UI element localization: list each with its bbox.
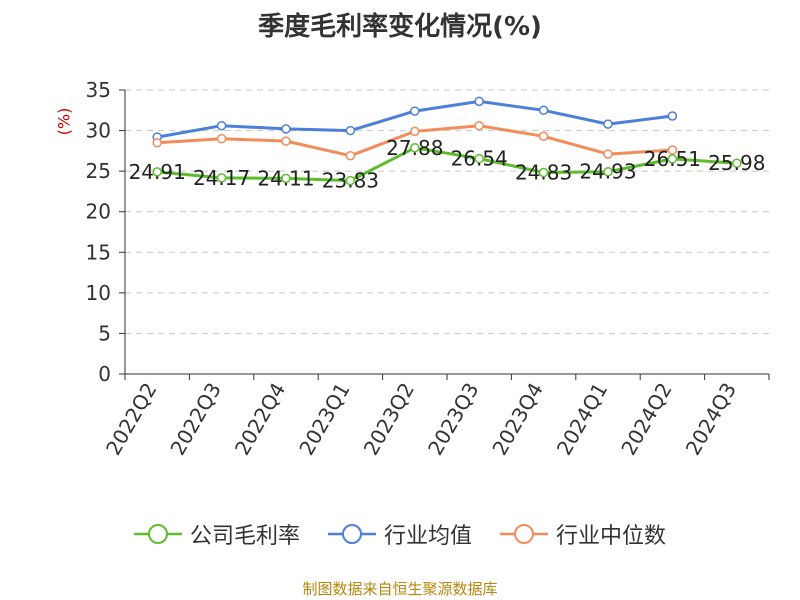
data-point [474, 120, 484, 131]
data-point [216, 133, 227, 144]
y-tick-label: 15 [86, 240, 111, 264]
x-tick-label: 2023Q1 [294, 379, 354, 460]
data-point [474, 96, 484, 107]
data-point [345, 125, 356, 136]
data-label: 24.93 [579, 160, 636, 184]
data-point [474, 153, 484, 164]
legend-label: 公司毛利率 [189, 524, 300, 549]
x-tick-label: 2022Q4 [230, 379, 290, 460]
data-label: 23.83 [322, 169, 379, 193]
data-label: 24.17 [193, 166, 250, 190]
data-point [603, 166, 613, 177]
y-tick-label: 20 [86, 200, 111, 224]
data-point [216, 173, 227, 183]
x-tick-labels: 2022Q2 2022Q3 2022Q4 2023Q1 2023Q2 2023Q3 2023… [101, 379, 741, 460]
x-tick-label: 2023Q4 [487, 379, 547, 460]
x-tick-label: 2024Q2 [616, 379, 676, 460]
legend: 公司毛利率 行业均值 行业中位数 [0, 518, 800, 550]
series-line [157, 146, 737, 183]
x-tick-label: 2024Q1 [552, 379, 612, 460]
grid-lines [125, 89, 769, 334]
data-label: 24.91 [129, 160, 186, 184]
legend-marker [133, 524, 182, 544]
data-point [216, 120, 227, 131]
y-tick-label: 5 [98, 321, 111, 345]
x-tick-label: 2023Q3 [423, 379, 483, 460]
data-point [410, 143, 420, 153]
data-point [538, 105, 549, 116]
data-point [603, 119, 613, 129]
data-label: 24.11 [257, 166, 314, 190]
data-point [667, 111, 678, 121]
y-tick-label: 35 [86, 78, 111, 102]
data-label: 26.51 [644, 147, 701, 171]
legend-item[interactable]: 公司毛利率 [133, 518, 300, 550]
data-label: 26.54 [451, 147, 508, 171]
x-tick-label: 2022Q2 [101, 379, 161, 460]
data-point [281, 136, 291, 146]
x-tick-label: 2023Q2 [359, 379, 419, 460]
data-point [538, 131, 549, 142]
legend-item[interactable]: 行业均值 [327, 518, 472, 550]
y-tick-label: 0 [98, 362, 111, 386]
data-point [732, 158, 742, 168]
data-point [281, 124, 291, 134]
x-tick-label: 2024Q3 [681, 379, 741, 460]
legend-marker [327, 524, 376, 544]
data-point [667, 145, 678, 155]
y-tick-labels: 0 5 10 15 20 25 30 35 [86, 78, 111, 386]
data-point [152, 137, 162, 148]
y-tick-label: 10 [86, 281, 111, 305]
axes [119, 89, 770, 380]
legend-label: 行业中位数 [556, 524, 667, 549]
y-tick-label: 30 [86, 119, 111, 143]
data-point [410, 106, 420, 116]
data-labels: 24.91 24.17 24.11 23.83 27.88 26.54 24.83 24.93… [129, 136, 766, 193]
data-point [152, 167, 162, 177]
data-point [603, 149, 613, 159]
source-note: 制图数据来自恒生聚源数据库 [302, 580, 498, 598]
data-label: 27.88 [386, 136, 443, 160]
series-lines [152, 96, 742, 186]
data-point [410, 126, 420, 137]
legend-label: 行业均值 [383, 524, 472, 549]
data-label: 25.98 [708, 151, 765, 175]
legend-item[interactable]: 行业中位数 [500, 518, 666, 550]
data-point [281, 173, 291, 184]
legend-marker [500, 524, 548, 544]
data-point [345, 175, 356, 186]
y-tick-label: 25 [86, 159, 111, 183]
data-point [538, 167, 549, 178]
data-point [345, 150, 356, 161]
data-label: 24.83 [515, 161, 572, 185]
x-tick-label: 2022Q3 [165, 379, 225, 460]
chart-title: 季度毛利率变化情况(%) [258, 12, 542, 42]
data-point [667, 154, 678, 164]
